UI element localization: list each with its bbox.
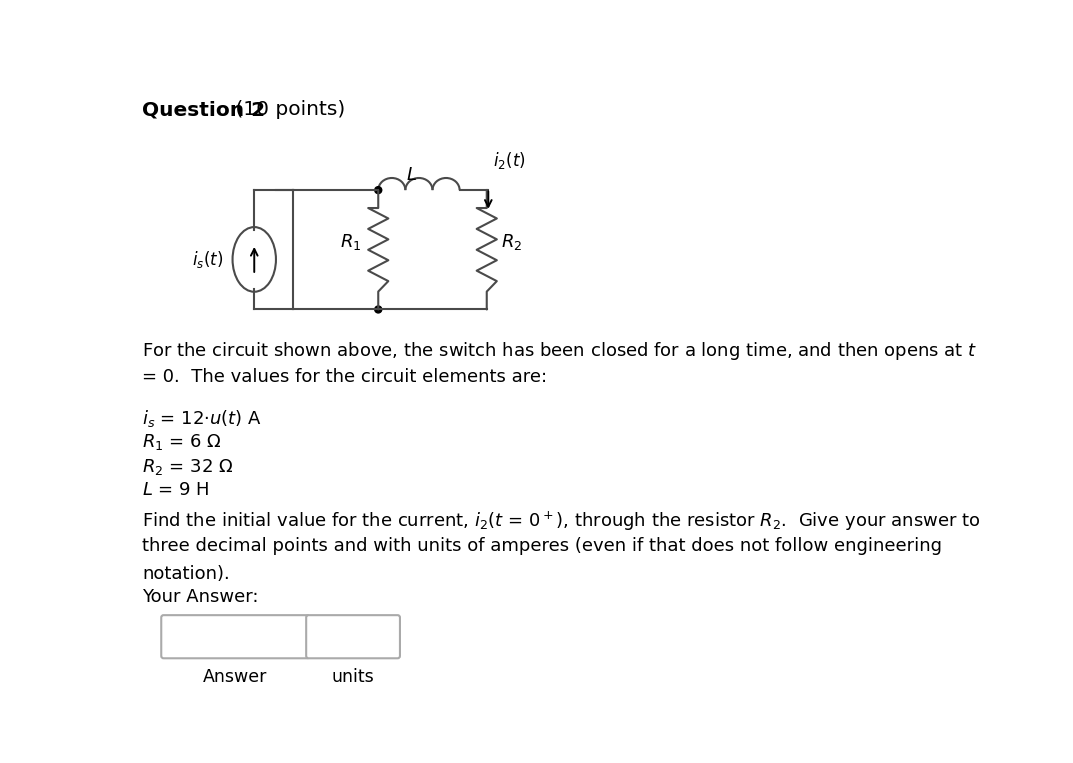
Text: notation).: notation). [142, 565, 230, 583]
FancyBboxPatch shape [306, 615, 400, 658]
Text: $i_s$ = 12·$u$($t$) A: $i_s$ = 12·$u$($t$) A [142, 408, 262, 429]
Circle shape [374, 306, 382, 313]
Text: $R_1$: $R_1$ [340, 232, 362, 252]
Circle shape [374, 187, 382, 194]
Text: $R_2$ = 32 Ω: $R_2$ = 32 Ω [142, 456, 233, 477]
Text: $L$: $L$ [406, 166, 416, 184]
Text: units: units [332, 668, 374, 686]
Text: Question 2: Question 2 [142, 100, 265, 119]
Text: Your Answer:: Your Answer: [142, 588, 259, 607]
Text: $R_1$ = 6 Ω: $R_1$ = 6 Ω [142, 433, 222, 452]
FancyBboxPatch shape [161, 615, 309, 658]
Text: $i_s(t)$: $i_s(t)$ [192, 249, 223, 270]
Text: Find the initial value for the current, $i_2$($t$ = 0$^+$), through the resistor: Find the initial value for the current, … [142, 510, 981, 533]
Text: $L$ = 9 H: $L$ = 9 H [142, 481, 209, 499]
Text: = 0.  The values for the circuit elements are:: = 0. The values for the circuit elements… [142, 368, 547, 386]
Text: For the circuit shown above, the switch has been closed for a long time, and the: For the circuit shown above, the switch … [142, 340, 978, 362]
Text: (10 points): (10 points) [229, 100, 344, 119]
Text: $i_2(t)$: $i_2(t)$ [493, 150, 526, 171]
Text: $R_2$: $R_2$ [501, 232, 521, 252]
Text: Answer: Answer [203, 668, 267, 686]
Text: three decimal points and with units of amperes (even if that does not follow eng: three decimal points and with units of a… [142, 537, 942, 555]
